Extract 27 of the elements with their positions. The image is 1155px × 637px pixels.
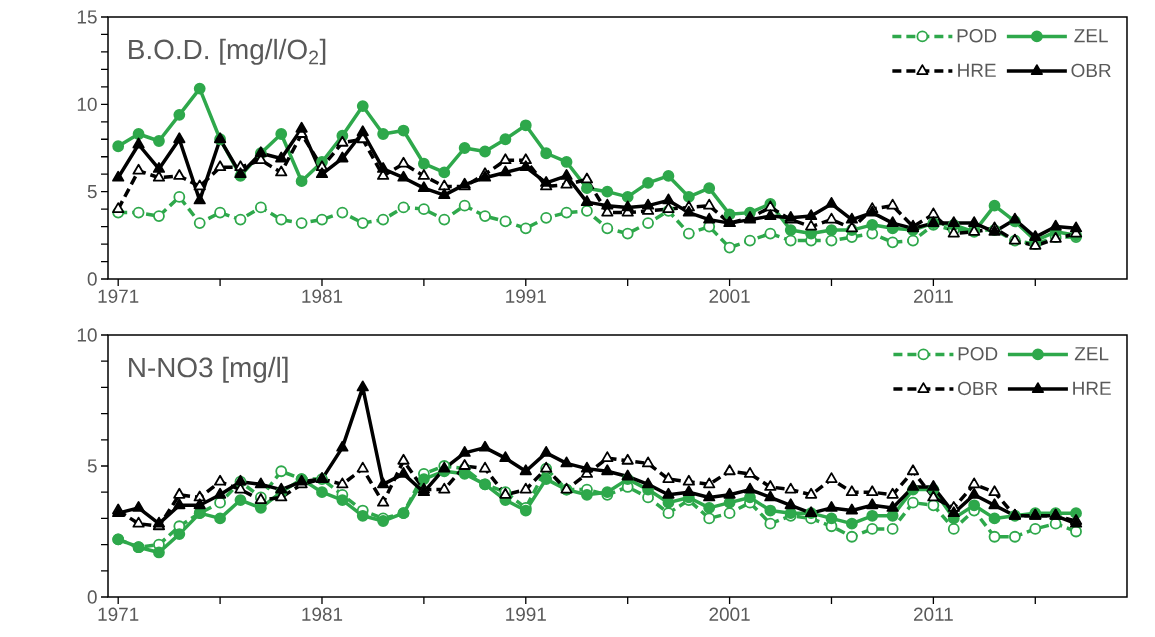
y-tick-label: 0 bbox=[87, 590, 97, 604]
y-tick-label: 15 bbox=[77, 10, 97, 24]
legend-label: OBR bbox=[958, 381, 998, 396]
legend-label: ZEL bbox=[1074, 29, 1108, 43]
y-tick-label: 10 bbox=[77, 328, 97, 342]
text: B.O.D. [mg/l/O$_{2}$] bbox=[129, 38, 326, 65]
x-tick-label: 1971 bbox=[98, 607, 139, 621]
x-tick-label: 1991 bbox=[506, 289, 546, 303]
y-tick-label: 5 bbox=[87, 185, 97, 199]
x-tick-label: 2011 bbox=[913, 289, 953, 303]
legend-label: OBR bbox=[1071, 63, 1111, 78]
y-tick-label: 5 bbox=[87, 459, 97, 473]
x-tick-label: 1981 bbox=[302, 607, 343, 621]
legend-label: POD bbox=[957, 29, 997, 43]
x-tick-label: 2001 bbox=[709, 289, 750, 303]
legend-label: POD bbox=[958, 347, 998, 361]
legend-label: ZEL bbox=[1074, 347, 1109, 361]
x-tick-label: 1981 bbox=[302, 289, 343, 303]
x-tick-label: 2011 bbox=[913, 607, 953, 621]
text: N-NO3 [mg/l] bbox=[129, 356, 288, 383]
x-tick-label: 1971 bbox=[98, 289, 139, 303]
x-tick-label: 2001 bbox=[709, 607, 750, 621]
legend-label: HRE bbox=[958, 63, 996, 77]
x-tick-label: 1991 bbox=[506, 607, 546, 621]
legend-label: HRE bbox=[1073, 381, 1111, 395]
y-tick-label: 10 bbox=[77, 97, 97, 112]
y-tick-label: 0 bbox=[87, 272, 97, 286]
